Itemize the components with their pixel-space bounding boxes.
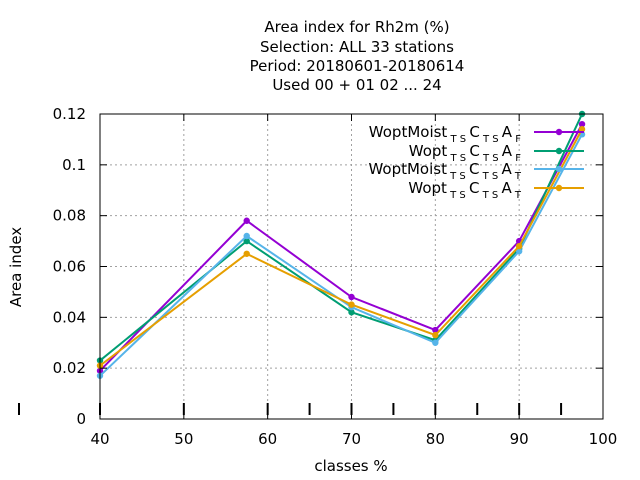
- chart-title: Area index for Rh2m (%) Selection: ALL 3…: [250, 18, 465, 94]
- title-line-2: Selection: ALL 33 stations: [260, 38, 454, 56]
- legend-entry-1: WoptMoist T S C T S A F: [369, 123, 584, 145]
- data-point: [515, 242, 523, 250]
- y-tick-label: 0.02: [53, 359, 86, 377]
- series-4: [96, 126, 586, 369]
- y-tick-label: 0.04: [53, 308, 86, 326]
- legend-marker: [555, 165, 563, 173]
- legend-marker: [555, 128, 563, 136]
- data-point: [243, 237, 250, 245]
- series-1: [96, 120, 586, 374]
- y-tick-label: 0.08: [53, 207, 86, 225]
- legend-label: Wopt T S C T S A F: [409, 142, 521, 164]
- series-line: [99, 128, 583, 367]
- legend-entry-2: Wopt T S C T S A F: [409, 142, 584, 164]
- legend-marker: [555, 147, 563, 155]
- data-point: [348, 301, 355, 308]
- legend-entry-3: WoptMoist T S C T S A T: [368, 160, 584, 182]
- y-axis-label: Area index: [7, 227, 25, 307]
- data-point: [348, 293, 355, 301]
- y-tick-label: 0.1: [62, 156, 86, 174]
- y-axis: 0 0.02 0.04 0.06 0.08 0.1 0.12: [53, 105, 603, 428]
- title-line-4: Used 00 + 01 02 ... 24: [272, 76, 441, 94]
- y-tick-label: 0: [76, 410, 86, 428]
- data-point: [432, 331, 439, 339]
- data-point: [243, 250, 250, 257]
- title-line-1: Area index for Rh2m (%): [264, 18, 449, 36]
- legend-marker: [555, 184, 563, 192]
- legend-label: WoptMoist T S C T S A T: [368, 160, 521, 182]
- x-tick-label: 80: [426, 430, 445, 448]
- data-point: [432, 339, 439, 346]
- data-point: [348, 309, 355, 316]
- x-axis-label: classes %: [314, 457, 387, 475]
- data-point: [243, 232, 250, 240]
- data-point: [578, 120, 586, 128]
- x-tick-label: 60: [258, 430, 277, 448]
- series-line: [99, 123, 583, 372]
- legend-label: Wopt T S C T S A T: [408, 179, 521, 201]
- data-point: [515, 248, 523, 255]
- data-point: [432, 326, 439, 334]
- x-axis: 40 50 60 70 80 90 100: [90, 114, 617, 448]
- y-tick-label: 0.12: [53, 105, 86, 123]
- x-tick-label: 70: [342, 430, 361, 448]
- series-line: [99, 133, 583, 377]
- y-tick-label: 0.06: [53, 258, 86, 276]
- title-line-3: Period: 20180601-20180614: [250, 57, 465, 75]
- legend: WoptMoist T S C T S A F Wopt T S C T S A…: [368, 123, 584, 201]
- grid: [100, 114, 603, 419]
- x-tick-label: 40: [90, 430, 109, 448]
- legend-entry-4: Wopt T S C T S A T: [408, 179, 584, 201]
- legend-label: WoptMoist T S C T S A F: [369, 123, 521, 145]
- x-tick-label: 90: [510, 430, 529, 448]
- series-group: [96, 110, 586, 379]
- x-tick-label: 50: [174, 430, 193, 448]
- data-point: [578, 126, 586, 133]
- x-tick-label: 100: [589, 430, 618, 448]
- data-point: [243, 217, 250, 224]
